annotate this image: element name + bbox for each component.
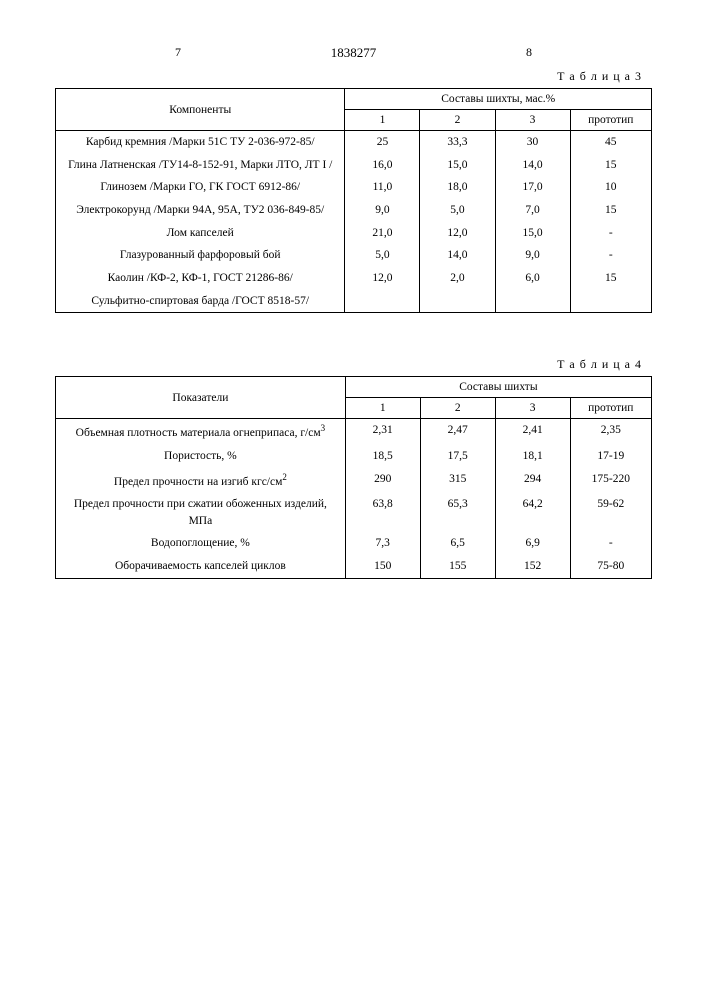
table-cell: 2,31 xyxy=(345,419,420,445)
table-cell: 290 xyxy=(345,468,420,494)
table-row-label: Оборачиваемость капселей циклов xyxy=(56,555,346,578)
table4-caption: Т а б л и ц а 4 xyxy=(55,357,642,372)
table-cell: 315 xyxy=(420,468,495,494)
table-cell: 175-220 xyxy=(570,468,651,494)
table-cell: 12,0 xyxy=(420,222,495,245)
table-cell: 294 xyxy=(495,468,570,494)
table-cell xyxy=(345,290,420,313)
table3-col3: 3 xyxy=(495,110,570,131)
table-row-label: Предел прочности на изгиб кгс/см2 xyxy=(56,468,346,494)
table-cell: 150 xyxy=(345,555,420,578)
table-cell: 15 xyxy=(570,154,651,177)
table-cell: 17,0 xyxy=(495,176,570,199)
page-col-right: 8 xyxy=(526,45,532,60)
table4-groupheader: Составы шихты xyxy=(345,377,651,398)
page-col-left: 7 xyxy=(175,45,181,60)
table-cell: 2,0 xyxy=(420,267,495,290)
table-cell: 25 xyxy=(345,131,420,154)
table-cell: 12,0 xyxy=(345,267,420,290)
table4-rowheader: Показатели xyxy=(56,377,346,419)
table-row-label: Глазурованный фарфоровый бой xyxy=(56,244,345,267)
table-cell: 33,3 xyxy=(420,131,495,154)
table4-col2: 2 xyxy=(420,398,495,419)
table4-col3: 3 xyxy=(495,398,570,419)
table-cell xyxy=(420,290,495,313)
table-cell: 63,8 xyxy=(345,493,420,532)
table-cell: 17-19 xyxy=(570,445,651,468)
table3-col2: 2 xyxy=(420,110,495,131)
doc-number: 1838277 xyxy=(331,45,377,60)
table4-col1: 1 xyxy=(345,398,420,419)
table-cell: 18,1 xyxy=(495,445,570,468)
table-cell xyxy=(570,290,651,313)
table-cell: 30 xyxy=(495,131,570,154)
table-cell: 15 xyxy=(570,267,651,290)
table-cell: 16,0 xyxy=(345,154,420,177)
table3-rowheader: Компоненты xyxy=(56,89,345,131)
table-cell: 6,0 xyxy=(495,267,570,290)
table-row-label: Водопоглощение, % xyxy=(56,532,346,555)
table-cell: - xyxy=(570,244,651,267)
table-cell: 9,0 xyxy=(495,244,570,267)
table-cell: 11,0 xyxy=(345,176,420,199)
table-row-label: Глинозем /Марки ГО, ГК ГОСТ 6912-86/ xyxy=(56,176,345,199)
table-cell: 15 xyxy=(570,199,651,222)
table-row-label: Электрокорунд /Марки 94А, 95А, ТУ2 036-8… xyxy=(56,199,345,222)
table-cell: 2,35 xyxy=(570,419,651,445)
table-cell: 7,3 xyxy=(345,532,420,555)
table-cell: 15,0 xyxy=(420,154,495,177)
table-cell: 21,0 xyxy=(345,222,420,245)
table-row-label: Пористость, % xyxy=(56,445,346,468)
table-cell: 2,47 xyxy=(420,419,495,445)
table3-groupheader: Составы шихты, мас.% xyxy=(345,89,652,110)
table3-caption: Т а б л и ц а 3 xyxy=(55,69,642,84)
table-cell: 5,0 xyxy=(420,199,495,222)
table-cell xyxy=(495,290,570,313)
table-cell: 64,2 xyxy=(495,493,570,532)
table4-col4: прототип xyxy=(570,398,651,419)
table-row-label: Предел прочности при сжатии обоженных из… xyxy=(56,493,346,532)
table-row-label: Глина Латненская /ТУ14-8-152-91, Марки Л… xyxy=(56,154,345,177)
table-cell: 2,41 xyxy=(495,419,570,445)
table-cell: 45 xyxy=(570,131,651,154)
table3-col1: 1 xyxy=(345,110,420,131)
table-cell: 155 xyxy=(420,555,495,578)
table-cell: - xyxy=(570,532,651,555)
table-cell: 17,5 xyxy=(420,445,495,468)
table-row-label: Лом капселей xyxy=(56,222,345,245)
table-row-label: Карбид кремния /Марки 51С ТУ 2-036-972-8… xyxy=(56,131,345,154)
table-cell: 65,3 xyxy=(420,493,495,532)
table-cell: 14,0 xyxy=(495,154,570,177)
table-cell: 9,0 xyxy=(345,199,420,222)
table3-col4: прототип xyxy=(570,110,651,131)
table-cell: 10 xyxy=(570,176,651,199)
table-cell: 14,0 xyxy=(420,244,495,267)
table-cell: 18,5 xyxy=(345,445,420,468)
table-row-label: Объемная плотность материала огнеприпаса… xyxy=(56,419,346,445)
table-cell: 5,0 xyxy=(345,244,420,267)
table-cell: 6,5 xyxy=(420,532,495,555)
page-header: 7 1838277 8 xyxy=(55,45,652,61)
table3: Компоненты Составы шихты, мас.% 1 2 3 пр… xyxy=(55,88,652,313)
table4: Показатели Составы шихты 1 2 3 прототип … xyxy=(55,376,652,578)
table-cell: 7,0 xyxy=(495,199,570,222)
table-cell: 6,9 xyxy=(495,532,570,555)
table-cell: 15,0 xyxy=(495,222,570,245)
table-row-label: Сульфитно-спиртовая барда /ГОСТ 8518-57/ xyxy=(56,290,345,313)
table-cell: 152 xyxy=(495,555,570,578)
table-cell: 75-80 xyxy=(570,555,651,578)
table-cell: - xyxy=(570,222,651,245)
table-row-label: Каолин /КФ-2, КФ-1, ГОСТ 21286-86/ xyxy=(56,267,345,290)
table-cell: 18,0 xyxy=(420,176,495,199)
table-cell: 59-62 xyxy=(570,493,651,532)
